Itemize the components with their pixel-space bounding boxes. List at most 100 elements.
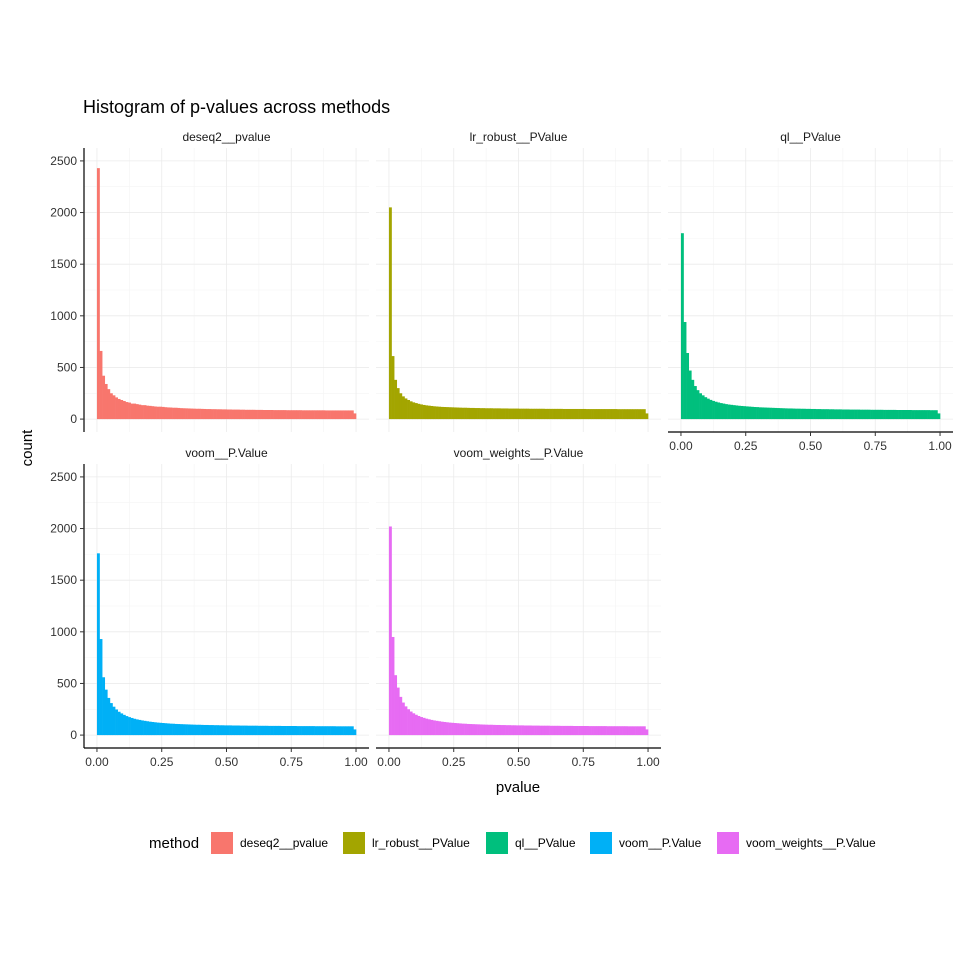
histogram-bar: [619, 409, 623, 420]
histogram-bar: [604, 726, 607, 736]
histogram-bar: [748, 406, 752, 420]
histogram-bar: [769, 407, 772, 420]
histogram-bar: [242, 409, 245, 420]
histogram-bar: [619, 726, 623, 736]
histogram-bar: [270, 410, 274, 420]
histogram-bar: [350, 726, 354, 736]
histogram-bar: [280, 410, 284, 420]
histogram-bar: [635, 726, 638, 736]
legend-swatch: [590, 832, 612, 854]
histogram-bar: [471, 407, 475, 420]
histogram-bar: [159, 722, 163, 736]
histogram-bar: [229, 409, 232, 420]
histogram-bar: [495, 408, 499, 420]
histogram-bar: [425, 718, 429, 736]
histogram-bar: [399, 696, 403, 736]
histogram-bar: [345, 410, 349, 420]
histogram-bar: [409, 401, 413, 420]
histogram-bar: [712, 400, 715, 420]
histogram-bar: [645, 413, 649, 420]
histogram-bar: [350, 410, 354, 420]
histogram-bar: [286, 410, 289, 420]
histogram-bar: [306, 726, 310, 736]
y-tick-label: 1500: [50, 257, 77, 271]
histogram-bar: [867, 409, 871, 420]
histogram-bar: [614, 409, 618, 420]
histogram-bar: [234, 409, 238, 420]
legend-label: voom_weights__P.Value: [746, 836, 876, 850]
histogram-bar: [164, 723, 168, 736]
histogram-bar: [229, 725, 232, 736]
histogram-bar: [523, 408, 527, 420]
histogram-bar: [559, 408, 563, 420]
histogram-bar: [391, 636, 395, 736]
histogram-bar: [606, 409, 610, 420]
histogram-bar: [474, 724, 478, 736]
histogram-bar: [547, 408, 550, 420]
histogram-bar: [396, 687, 400, 736]
histogram-bar: [831, 409, 835, 420]
histogram-bar: [208, 725, 212, 736]
histogram-bar: [239, 409, 243, 420]
histogram-bar: [471, 724, 475, 736]
histogram-bar: [464, 723, 467, 736]
histogram-bar: [414, 714, 418, 736]
facet-label: deseq2__pvalue: [182, 130, 270, 144]
histogram-bar: [885, 409, 889, 420]
y-tick-label: 2500: [50, 154, 77, 168]
chart-title: Histogram of p-values across methods: [83, 97, 390, 117]
histogram-bar: [688, 370, 692, 420]
histogram-bar: [761, 407, 765, 420]
histogram-bar: [433, 406, 436, 420]
histogram-bar: [554, 408, 558, 420]
histogram-bar: [756, 407, 759, 420]
histogram-bar: [128, 717, 131, 736]
histogram-bar: [870, 409, 873, 420]
facet-panels: deseq2__pvalue 0 500 1000 1500 2000 2500 lr_rob…: [50, 130, 953, 769]
histogram-bar: [727, 404, 731, 420]
histogram-bar: [823, 409, 827, 420]
histogram-bar: [469, 407, 473, 420]
panel-voom_weights__P.Value: voom_weights__P.Value 0.00 0.25 0.50 0.75 1.0…: [376, 446, 661, 769]
histogram-bar: [572, 726, 576, 736]
histogram-bar: [598, 409, 602, 420]
histogram-bar: [141, 720, 144, 736]
histogram-bar: [288, 410, 292, 420]
histogram-bar: [185, 724, 188, 736]
histogram-bar: [937, 413, 941, 420]
histogram-bar: [330, 726, 334, 736]
histogram-bar: [299, 410, 302, 420]
histogram-bar: [549, 408, 553, 420]
histogram-bar: [635, 409, 638, 420]
histogram-bar: [898, 410, 902, 420]
histogram-bar: [877, 409, 881, 420]
histogram-bar: [642, 409, 646, 420]
histogram-bar: [464, 407, 467, 420]
histogram-bar: [192, 724, 196, 736]
histogram-bar: [438, 406, 442, 420]
histogram-bar: [407, 709, 410, 736]
histogram-bar: [430, 405, 434, 420]
histogram-bar: [159, 406, 163, 420]
histogram-bar: [353, 413, 357, 420]
histogram-bar: [580, 408, 584, 420]
histogram-bar: [324, 726, 328, 736]
x-tick-label: 0.25: [442, 755, 466, 769]
histogram-bar: [466, 407, 470, 420]
histogram-bar: [510, 725, 514, 736]
histogram-bar: [611, 726, 615, 736]
histogram-bar: [133, 718, 137, 736]
histogram-bar: [640, 726, 644, 736]
histogram-bar: [314, 726, 318, 736]
histogram-bar: [99, 350, 103, 420]
histogram-bar: [120, 399, 124, 420]
histogram-bar: [198, 724, 201, 736]
histogram-bar: [353, 729, 357, 736]
histogram-bar: [508, 408, 512, 420]
histogram-bar: [286, 726, 289, 736]
histogram-bar: [585, 409, 589, 420]
histogram-bar: [332, 726, 336, 736]
histogram-bar: [932, 410, 936, 420]
histogram-bar: [588, 726, 592, 736]
histogram-bar: [427, 719, 431, 736]
